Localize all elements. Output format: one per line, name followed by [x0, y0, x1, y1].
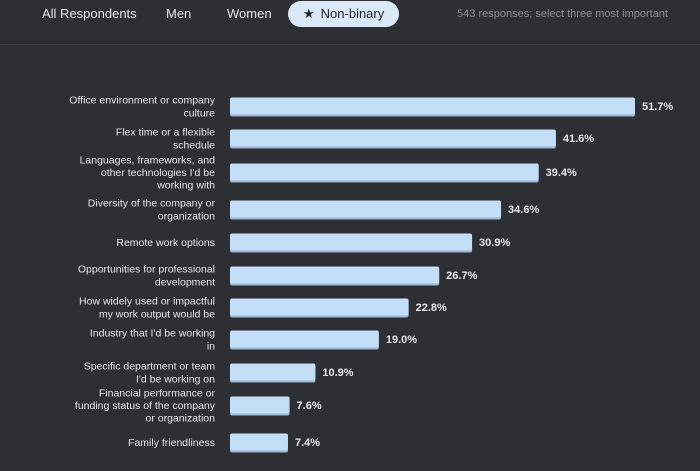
- bar: [230, 363, 316, 381]
- category-label: Office environment or company culture: [69, 95, 215, 120]
- category-label: Remote work options: [116, 237, 215, 249]
- bar-value-label: 7.6%: [297, 400, 322, 412]
- bar: [230, 163, 539, 181]
- response-count-note: 543 responses; select three most importa…: [457, 8, 668, 20]
- bar: [230, 396, 290, 414]
- tab-non-binary-label: Non-binary: [320, 6, 385, 21]
- category-label: Diversity of the company or organization: [88, 198, 216, 223]
- category-label: Financial performance or funding status o…: [75, 387, 216, 424]
- star-icon: ★: [303, 6, 315, 21]
- bar: [230, 200, 502, 218]
- respondent-tabs: All Respondents Men Women ★ Non-binary 54…: [0, 0, 700, 30]
- bar-value-label: 7.4%: [295, 437, 320, 449]
- bar-value-label: 19.0%: [386, 334, 417, 346]
- bar-value-label: 34.6%: [508, 204, 539, 216]
- category-label: Flex time or a flexible schedule: [116, 127, 215, 152]
- tab-women[interactable]: Women: [227, 6, 272, 21]
- bar: [230, 233, 473, 251]
- bar-value-label: 39.4%: [546, 167, 577, 179]
- bar: [230, 129, 556, 147]
- category-label: Industry that I'd be working in: [90, 328, 215, 353]
- category-label: Opportunities for professional developmen…: [78, 264, 215, 289]
- tab-men[interactable]: Men: [166, 6, 192, 21]
- tab-non-binary[interactable]: ★ Non-binary: [288, 1, 400, 27]
- bar-value-label: 51.7%: [642, 101, 673, 113]
- bar-value-label: 10.9%: [322, 367, 353, 379]
- category-label: Languages, frameworks, and other technolo…: [80, 154, 216, 191]
- category-label: Family friendliness: [128, 437, 215, 449]
- bar-value-label: 22.8%: [416, 302, 447, 314]
- bar: [230, 330, 379, 348]
- bar-value-label: 30.9%: [479, 237, 510, 249]
- bar: [230, 97, 635, 115]
- category-label: How widely used or impactful my work outp…: [79, 296, 215, 321]
- bar-value-label: 26.7%: [446, 270, 477, 282]
- bar: [230, 433, 288, 451]
- bar-value-label: 41.6%: [563, 133, 594, 145]
- bar: [230, 266, 440, 284]
- tab-all-respondents[interactable]: All Respondents: [42, 6, 137, 21]
- bar: [230, 298, 409, 316]
- divider: [0, 44, 700, 45]
- category-label: Specific department or team I'd be workin…: [84, 361, 216, 386]
